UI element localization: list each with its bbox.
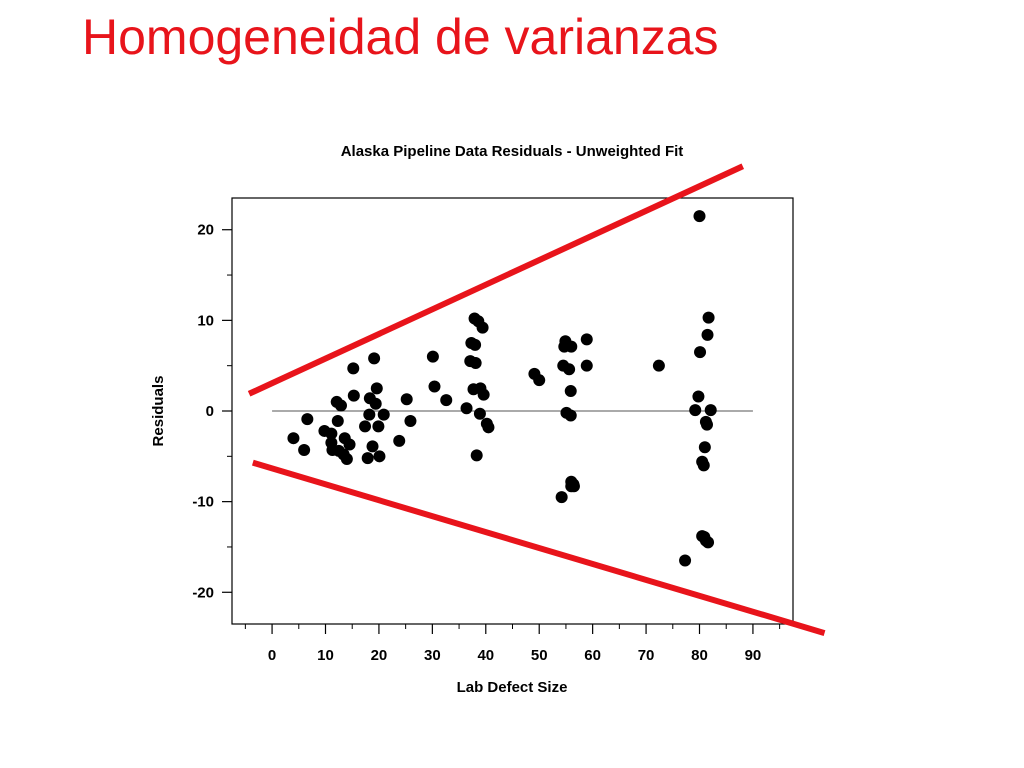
data-point bbox=[692, 390, 705, 403]
x-tick-label: 90 bbox=[745, 647, 762, 664]
x-tick-label: 30 bbox=[424, 647, 441, 664]
data-point bbox=[400, 393, 413, 406]
data-point bbox=[469, 356, 482, 369]
data-point bbox=[580, 333, 593, 346]
data-point bbox=[363, 408, 376, 421]
data-point bbox=[679, 554, 692, 567]
x-tick-label: 50 bbox=[531, 647, 548, 664]
data-point bbox=[368, 352, 381, 365]
data-point bbox=[477, 388, 490, 401]
y-tick-label: -10 bbox=[192, 494, 214, 511]
data-points bbox=[287, 210, 717, 567]
y-tick-label: 0 bbox=[206, 403, 214, 420]
data-point bbox=[287, 432, 300, 445]
data-point bbox=[698, 441, 711, 454]
slide-title: Homogeneidad de varianzas bbox=[82, 9, 719, 65]
data-point bbox=[366, 440, 379, 453]
data-point bbox=[469, 338, 482, 351]
data-point bbox=[370, 382, 383, 395]
data-point bbox=[533, 374, 546, 387]
x-tick-label: 70 bbox=[638, 647, 655, 664]
data-point bbox=[652, 359, 665, 372]
annotation-lines bbox=[247, 163, 826, 636]
data-point bbox=[702, 536, 715, 549]
data-point bbox=[361, 452, 374, 465]
data-point bbox=[343, 438, 356, 451]
data-point bbox=[476, 321, 489, 334]
data-point bbox=[331, 414, 344, 427]
data-point bbox=[340, 453, 353, 466]
y-tick-label: -20 bbox=[192, 584, 214, 601]
data-point bbox=[473, 407, 486, 420]
x-tick-label: 0 bbox=[268, 647, 276, 664]
data-point bbox=[689, 404, 702, 417]
data-point bbox=[701, 328, 714, 341]
y-tick-label: 20 bbox=[197, 222, 214, 239]
data-point bbox=[426, 350, 439, 363]
chart-title: Alaska Pipeline Data Residuals - Unweigh… bbox=[341, 143, 684, 160]
x-axis: 0 10 20 30 40 50 60 70 80 90 bbox=[244, 624, 781, 664]
data-point bbox=[565, 340, 578, 353]
data-point bbox=[334, 399, 347, 412]
x-tick-label: 40 bbox=[477, 647, 494, 664]
x-tick-label: 80 bbox=[691, 647, 708, 664]
data-point bbox=[369, 397, 382, 410]
data-point bbox=[301, 413, 314, 426]
data-point bbox=[482, 421, 495, 434]
data-point bbox=[702, 311, 715, 324]
y-tick-label: 10 bbox=[197, 312, 214, 329]
data-point bbox=[372, 420, 385, 433]
data-point bbox=[564, 409, 577, 422]
data-point bbox=[325, 427, 338, 440]
data-point bbox=[440, 394, 453, 407]
data-point bbox=[700, 418, 713, 431]
data-point bbox=[704, 404, 717, 417]
data-point bbox=[347, 362, 360, 375]
data-point bbox=[347, 389, 360, 402]
data-point bbox=[377, 408, 390, 421]
data-point bbox=[373, 450, 386, 463]
data-point bbox=[693, 210, 706, 223]
data-point bbox=[460, 402, 473, 415]
y-axis-label: Residuals bbox=[150, 376, 167, 447]
y-axis: 20 10 0 -10 -20 bbox=[192, 222, 232, 601]
x-tick-label: 60 bbox=[584, 647, 601, 664]
x-axis-label: Lab Defect Size bbox=[457, 679, 568, 696]
data-point bbox=[697, 459, 710, 472]
lower-envelope-line bbox=[251, 459, 826, 636]
upper-envelope-line bbox=[247, 163, 745, 397]
data-point bbox=[428, 380, 441, 393]
x-tick-label: 20 bbox=[371, 647, 388, 664]
data-point bbox=[567, 480, 580, 493]
data-point bbox=[563, 363, 576, 376]
data-point bbox=[470, 449, 483, 462]
x-tick-label: 10 bbox=[317, 647, 334, 664]
data-point bbox=[694, 346, 707, 359]
data-point bbox=[298, 443, 311, 456]
data-point bbox=[555, 491, 568, 504]
data-point bbox=[393, 434, 406, 447]
data-point bbox=[564, 385, 577, 398]
data-point bbox=[404, 414, 417, 427]
data-point bbox=[359, 420, 372, 433]
data-point bbox=[580, 359, 593, 372]
